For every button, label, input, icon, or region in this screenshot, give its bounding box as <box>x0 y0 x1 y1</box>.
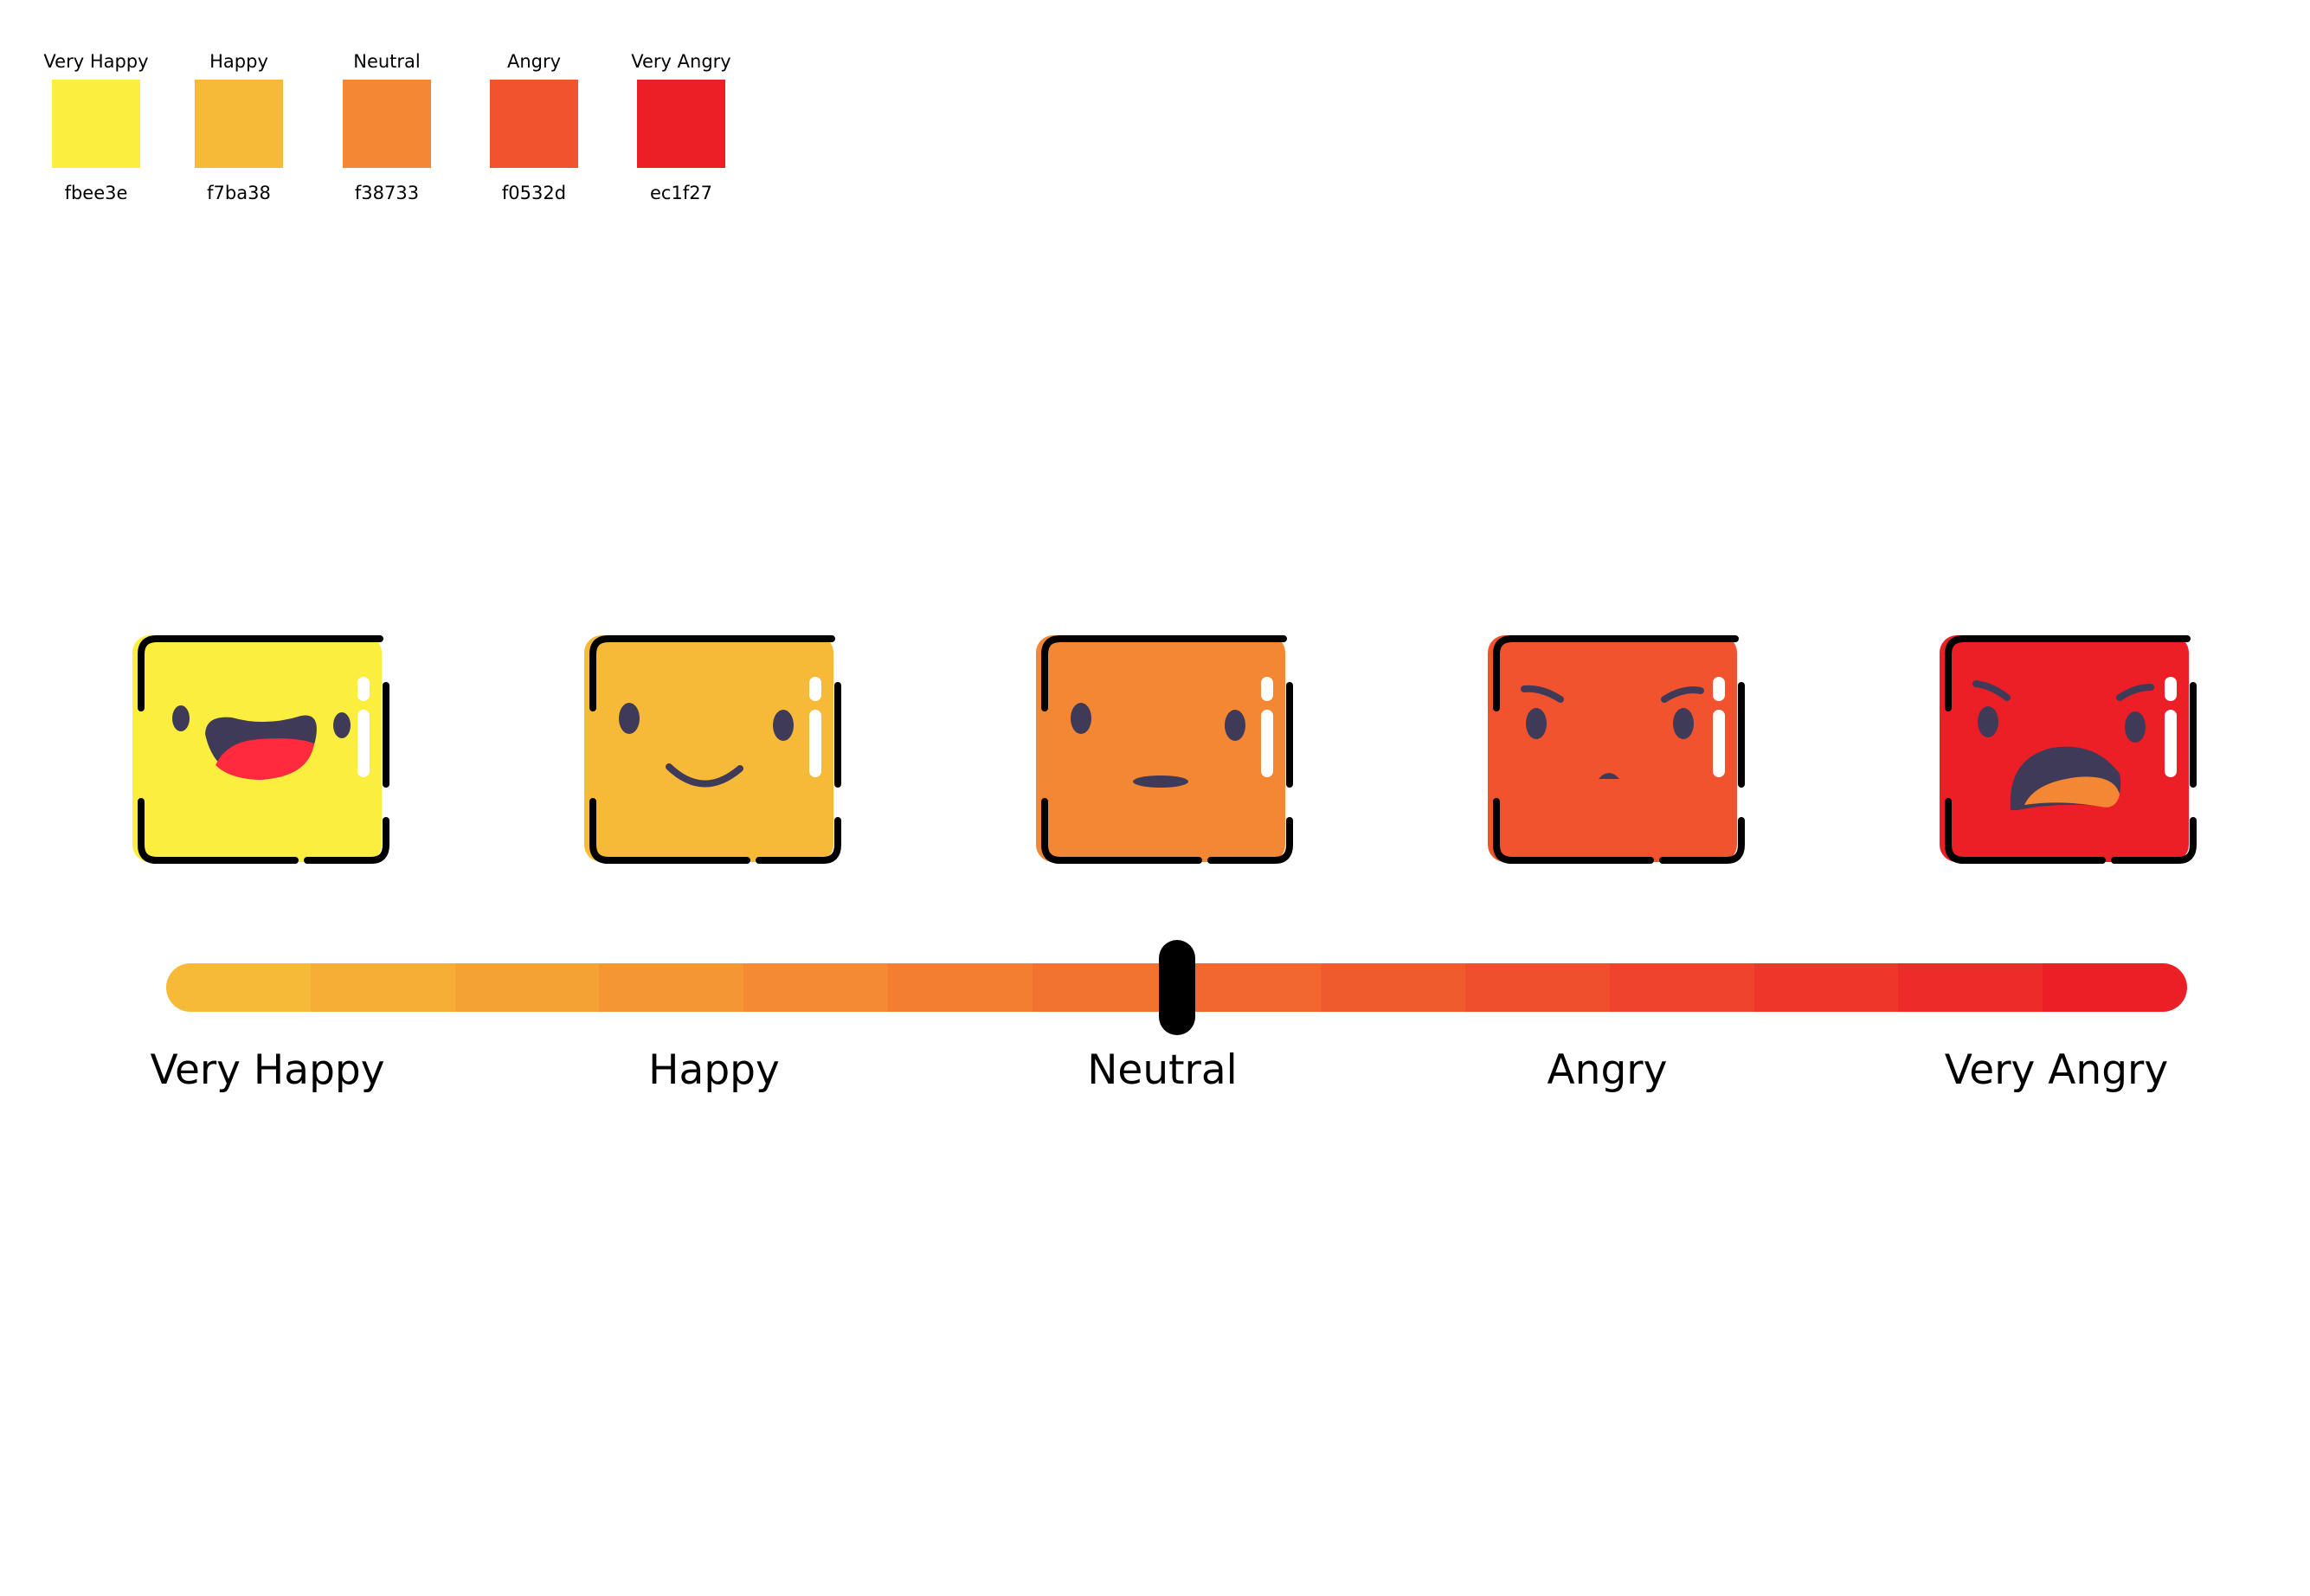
scale-label-happy: Happy <box>648 1046 780 1094</box>
slider-segment <box>454 963 600 1012</box>
swatch-hex-code: fbee3e <box>64 183 128 203</box>
swatch-hex-code: f7ba38 <box>207 183 271 203</box>
scale-label-neutral: Neutral <box>1087 1046 1238 1094</box>
swatch-neutral: Neutral f38733 <box>313 48 460 206</box>
swatch-label: Very Angry <box>631 51 731 72</box>
color-palette: Very Happy fbee3e Happy f7ba38 Neutral f… <box>0 0 865 225</box>
slider-handle[interactable] <box>1159 940 1195 1035</box>
slider-segment <box>1032 963 1177 1012</box>
mood-slider[interactable] <box>166 940 2187 1035</box>
swatch-color <box>637 80 725 168</box>
scale-label-very-happy: Very Happy <box>150 1046 385 1094</box>
swatch-very-happy: Very Happy fbee3e <box>23 48 170 206</box>
slider-segment <box>1176 963 1322 1012</box>
face-angry[interactable] <box>1479 628 1746 871</box>
slider-segment <box>2043 963 2187 1012</box>
scale-labels: Very Happy Happy Neutral Angry Very Angr… <box>0 1043 2310 1112</box>
angry-face-icon <box>1488 635 1745 864</box>
swatch-label: Very Happy <box>43 51 149 72</box>
slider-segment <box>310 963 455 1012</box>
very-happy-face-icon <box>132 635 389 864</box>
swatch-color <box>490 80 578 168</box>
slider-segment <box>887 963 1033 1012</box>
slider-segment <box>1898 963 2043 1012</box>
face-very-angry[interactable] <box>1931 628 2197 871</box>
mood-faces-row <box>0 606 2310 883</box>
scale-label-very-angry: Very Angry <box>1944 1046 2169 1094</box>
slider-segment <box>1753 963 1899 1012</box>
scale-label-angry: Angry <box>1547 1046 1668 1094</box>
swatch-color <box>195 80 283 168</box>
slider-track[interactable] <box>166 963 2187 1012</box>
swatch-label: Happy <box>209 51 268 72</box>
swatch-happy: Happy f7ba38 <box>165 48 312 206</box>
slider-segment <box>1321 963 1466 1012</box>
neutral-face-icon <box>1036 635 1293 864</box>
swatch-color <box>52 80 140 168</box>
swatch-hex-code: f38733 <box>354 183 420 203</box>
slider-segment <box>1609 963 1754 1012</box>
happy-face-icon <box>584 635 841 864</box>
swatch-very-angry: Very Angry ec1f27 <box>608 48 755 206</box>
very-angry-face-icon <box>1940 635 2197 864</box>
swatch-label: Angry <box>506 51 562 72</box>
swatch-angry: Angry f0532d <box>460 48 608 206</box>
face-happy[interactable] <box>576 628 842 871</box>
swatch-color <box>343 80 431 168</box>
swatch-hex-code: f0532d <box>501 183 567 203</box>
slider-segment <box>166 963 311 1012</box>
slider-segment <box>1465 963 1610 1012</box>
slider-segment <box>743 963 888 1012</box>
face-neutral[interactable] <box>1027 628 1294 871</box>
swatch-label: Neutral <box>353 51 421 72</box>
swatch-hex-code: ec1f27 <box>650 183 712 203</box>
slider-segment <box>599 963 744 1012</box>
face-very-happy[interactable] <box>124 628 390 871</box>
